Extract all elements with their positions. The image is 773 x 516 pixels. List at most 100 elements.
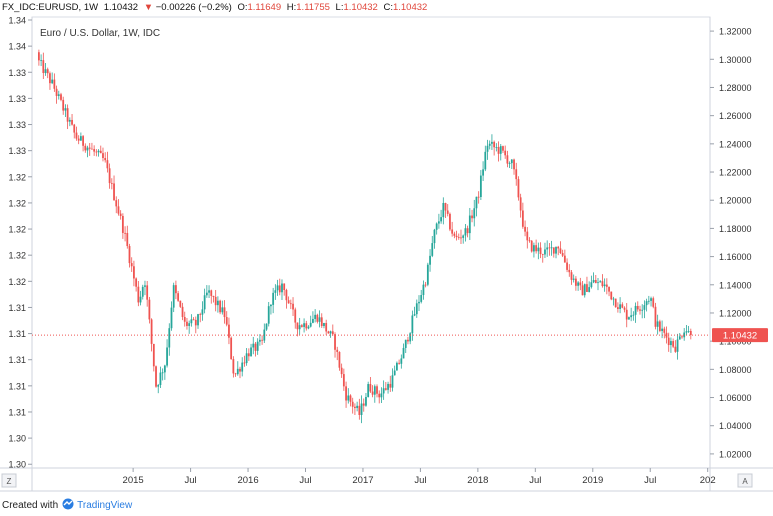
candle-body	[68, 119, 71, 122]
candle-body	[378, 393, 381, 398]
candle-body	[362, 403, 365, 406]
candle-body	[115, 200, 118, 207]
candle-body	[625, 309, 628, 320]
candle-body	[261, 339, 263, 341]
candle-body	[329, 331, 332, 334]
candle-body	[435, 223, 438, 230]
tradingview-link[interactable]: TradingView	[77, 500, 133, 511]
candle-body	[521, 210, 524, 227]
candle-body	[570, 272, 573, 280]
candle-body	[391, 375, 394, 388]
candle-body	[216, 300, 219, 306]
candle-body	[486, 145, 489, 152]
high-label: H:	[286, 2, 297, 13]
plot-area[interactable]	[31, 16, 711, 469]
candle-body	[449, 213, 451, 230]
candle-body	[150, 319, 153, 344]
candle-body	[146, 285, 149, 300]
candle-body	[285, 289, 288, 301]
tradingview-logo-icon[interactable]	[61, 498, 75, 513]
candle-body	[559, 248, 562, 254]
zoom-badge[interactable]	[1, 473, 17, 488]
candle-body	[590, 282, 593, 288]
candle-body	[398, 362, 401, 364]
candle-body	[141, 286, 144, 297]
candle-body	[130, 263, 133, 267]
footer: Created with TradingView	[2, 498, 132, 513]
left-axis-tick-label: 1.32	[8, 172, 26, 182]
candle-body	[312, 318, 314, 323]
candle-body	[634, 305, 637, 315]
time-axis[interactable]: 2015 Jul 2016 Jul 2017 Jul 2018 Jul 2019 Jul 202	[123, 468, 716, 486]
candle-body	[163, 365, 166, 373]
candle-body	[479, 175, 482, 198]
candle-body	[292, 303, 294, 310]
time-axis-tick-label: 2019	[582, 475, 603, 486]
candle-body	[396, 362, 398, 371]
candle-body	[440, 217, 442, 222]
candle-body	[300, 325, 303, 327]
candle-body	[181, 306, 184, 317]
left-axis-tick-label: 1.33	[8, 120, 26, 130]
candle-body	[345, 386, 347, 401]
candle-body	[407, 339, 409, 342]
candle-body	[347, 395, 350, 401]
candle-body	[597, 282, 599, 284]
candle-body	[296, 322, 299, 330]
candle-body	[252, 343, 255, 348]
time-axis-tick-label: Jul	[414, 475, 426, 486]
candle-body	[658, 321, 661, 331]
candle-body	[283, 283, 286, 290]
left-axis-tick-label: 1.32	[8, 198, 26, 208]
right-axis-tick-label: 1.26000	[719, 111, 752, 121]
candle-body	[616, 307, 619, 309]
time-axis-tick-label: Jul	[299, 475, 311, 486]
right-axis-tick-label: 1.18000	[719, 224, 752, 234]
candle-body	[161, 372, 164, 374]
candle-body	[303, 323, 305, 327]
candle-body	[119, 213, 122, 216]
candle-body	[97, 150, 100, 153]
left-axis-tick-label: 1.30	[8, 460, 26, 470]
candle-body	[670, 341, 672, 346]
candle-body	[539, 247, 542, 255]
candle-body	[566, 262, 568, 270]
candle-body	[676, 339, 679, 352]
candle-body	[102, 153, 104, 159]
candle-body	[429, 255, 431, 265]
candle-body	[201, 309, 204, 315]
auto-scale-badge-label[interactable]: A	[742, 477, 748, 486]
zoom-badge-label[interactable]: Z	[7, 477, 12, 486]
left-axis-tick-label: 1.32	[8, 277, 26, 287]
right-axis-tick-label: 1.20000	[719, 196, 752, 206]
candle-body	[168, 328, 171, 348]
candle-body	[139, 296, 142, 303]
candle-body	[636, 305, 639, 310]
auto-scale-badge[interactable]	[737, 473, 753, 488]
candle-body	[568, 269, 571, 273]
left-axis-tick-label: 1.30	[8, 434, 26, 444]
left-axis-tick-label: 1.31	[8, 381, 26, 391]
close-value: 1.10432	[392, 2, 428, 13]
candle-body	[323, 322, 325, 327]
candle-body	[60, 94, 62, 100]
candle-body	[79, 136, 82, 141]
left-axis-tick-label: 1.31	[8, 355, 26, 365]
candle-body	[77, 138, 80, 141]
symbol-name[interactable]: FX_IDC:EURUSD, 1W	[2, 2, 99, 13]
candle-body	[367, 384, 370, 398]
candle-body	[110, 183, 113, 184]
candle-body	[389, 383, 392, 388]
candle-body	[612, 298, 615, 300]
right-price-axis[interactable]: 1.32000 1.30000 1.28000 1.26000 1.24000 1.220…	[710, 27, 752, 460]
candle-body	[639, 309, 641, 311]
candle-body	[404, 339, 407, 348]
candle-body	[400, 358, 403, 364]
candle-body	[630, 315, 633, 318]
candle-body	[88, 147, 91, 149]
time-axis-tick-label: Jul	[644, 475, 656, 486]
left-price-axis[interactable]: 1.34 1.34 1.33 1.33 1.33 1.33 1.32 1.32 1.32 1.32…	[8, 16, 32, 470]
candle-body	[493, 141, 496, 148]
left-axis-tick-label: 1.32	[8, 225, 26, 235]
